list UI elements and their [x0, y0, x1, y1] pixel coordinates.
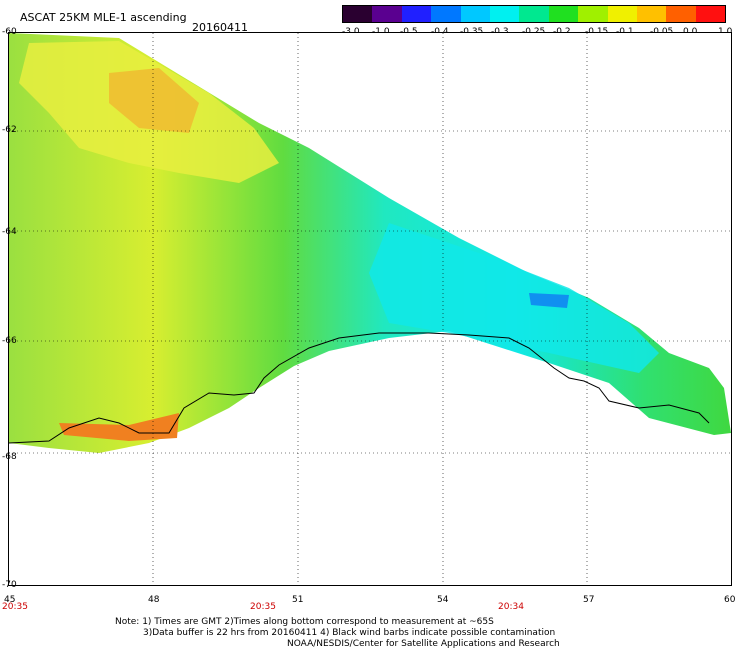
longitude-label: 57: [583, 595, 595, 605]
latitude-label: -68: [2, 452, 17, 462]
time-label: 20:35: [250, 602, 276, 612]
swath-orange-patch: [109, 68, 199, 133]
longitude-label: 60: [724, 595, 736, 605]
latitude-label: -66: [2, 336, 17, 346]
colorbar-swatch: [578, 6, 608, 22]
colorbar-swatch: [636, 6, 667, 22]
longitude-label: 54: [437, 595, 449, 605]
colorbar-swatch: [666, 6, 696, 22]
colorbar-swatch: [607, 6, 637, 22]
swath-cyan-patch: [369, 223, 659, 373]
latitude-label: -70: [2, 580, 17, 590]
product-date: 20160411: [192, 21, 248, 34]
graticule: [9, 33, 731, 585]
coastline: [9, 332, 710, 444]
colorbar-swatch: [431, 6, 461, 22]
colorbar-swatch: [343, 6, 373, 22]
colorbar-swatch: [401, 6, 432, 22]
colorbar-swatch: [460, 6, 490, 22]
note-line-2: 3)Data buffer is 22 hrs from 20160411 4)…: [143, 628, 556, 638]
product-title: ASCAT 25KM MLE-1 ascending: [20, 11, 187, 24]
swath-orange-coast: [59, 413, 179, 441]
colorbar-swatch: [489, 6, 520, 22]
colorbar: [342, 5, 726, 23]
longitude-label: 51: [292, 595, 304, 605]
colorbar-swatch: [519, 6, 549, 22]
latitude-label: -60: [2, 27, 17, 37]
longitude-label: 45: [4, 595, 16, 605]
time-label: 20:35: [2, 602, 28, 612]
time-label: 20:34: [498, 602, 524, 612]
note-line-3: NOAA/NESDIS/Center for Satellite Applica…: [287, 639, 560, 649]
colorbar-swatch: [372, 6, 402, 22]
note-line-1: Note: 1) Times are GMT 2)Times along bot…: [115, 617, 494, 627]
swath-blue-patch: [529, 293, 569, 308]
longitude-label: 48: [148, 595, 160, 605]
latitude-label: -64: [2, 227, 17, 237]
map-svg: [9, 33, 731, 585]
colorbar-swatch: [548, 6, 579, 22]
latitude-label: -62: [2, 125, 17, 135]
map-plot: [8, 32, 732, 586]
colorbar-swatch: [695, 6, 726, 22]
